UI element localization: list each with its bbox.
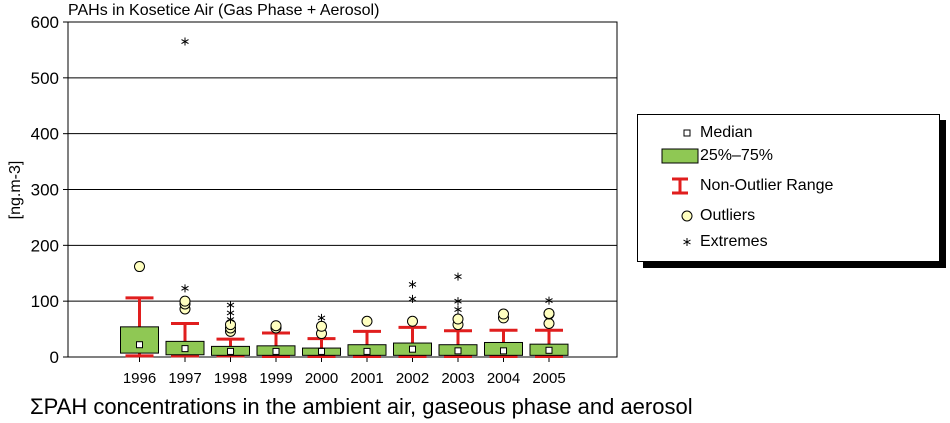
y-tick-label: 400 [31,125,59,144]
extreme-point [317,315,326,321]
outlier-circle-icon [681,210,693,222]
median-marker [409,345,416,353]
median-marker [545,346,553,354]
whisker-range-icon [672,177,688,195]
extreme-point [408,296,417,302]
extreme-point [181,39,189,44]
legend-label-outliers: Outliers [700,207,756,224]
extreme-point [226,317,235,323]
x-tick-label: 1997 [168,370,201,387]
outlier-point [407,315,418,327]
x-tick-label: 1999 [259,370,292,387]
extreme-point [408,281,417,287]
y-tick-label: 300 [31,181,59,200]
y-tick-label: 0 [50,348,59,367]
median-marker [454,347,462,355]
median-marker [136,341,143,349]
x-tick-label: 1996 [123,370,156,387]
outlier-point [543,318,555,329]
y-tick-label: 200 [31,236,59,255]
extreme-point [181,285,189,291]
extreme-point [226,310,235,316]
median-marker [318,347,325,355]
legend-item-extremes: Extremes [638,231,939,253]
figure-caption: ΣPAH concentrations in the ambient air, … [30,394,693,419]
box-swatch-icon [661,148,699,164]
legend-label-median: Median [700,124,753,141]
legend: Median 25%–75% Non-Outlier Range Outlier… [637,114,940,262]
median-marker [500,347,507,355]
chart-title: PAHs in Kosetice Air (Gas Phase + Aeroso… [68,2,379,19]
legend-label-box: 25%–75% [700,147,773,164]
x-tick-label: 2003 [441,370,474,387]
legend-item-range: Non-Outlier Range [638,175,939,197]
extreme-point [226,302,235,308]
extreme-star-icon [683,238,691,246]
outlier-point [134,261,145,273]
outlier-point [316,320,327,332]
median-marker-icon [683,129,691,137]
outlier-point [498,308,509,320]
x-tick-label: 2001 [350,370,383,387]
legend-label-range: Non-Outlier Range [700,177,834,194]
outlier-point [543,307,555,319]
median-marker [181,345,189,353]
legend-label-extremes: Extremes [700,233,768,250]
legend-item-outliers: Outliers [638,205,939,227]
y-axis-label: [ng.m-3] [7,161,24,220]
extreme-point [454,307,462,312]
x-tick-label: 2004 [487,370,520,387]
x-tick-label: 2002 [396,370,429,387]
extreme-point [454,298,462,304]
median-marker [272,347,280,355]
x-tick-label: 1998 [214,370,247,387]
y-tick-label: 500 [31,69,59,88]
legend-item-box: 25%–75% [638,145,939,167]
median-marker [363,347,371,355]
x-tick-label: 2000 [305,370,338,387]
box-iqr [120,326,159,354]
outlier-point [452,313,464,325]
outlier-point [270,320,282,332]
outlier-point [179,295,191,307]
median-marker [227,347,234,355]
extreme-point [454,274,462,280]
outlier-point [361,315,373,327]
extreme-point [545,298,553,304]
y-tick-label: 100 [31,292,59,311]
x-tick-label: 2005 [532,370,565,387]
legend-item-median: Median [638,122,939,144]
y-tick-label: 600 [31,13,59,32]
